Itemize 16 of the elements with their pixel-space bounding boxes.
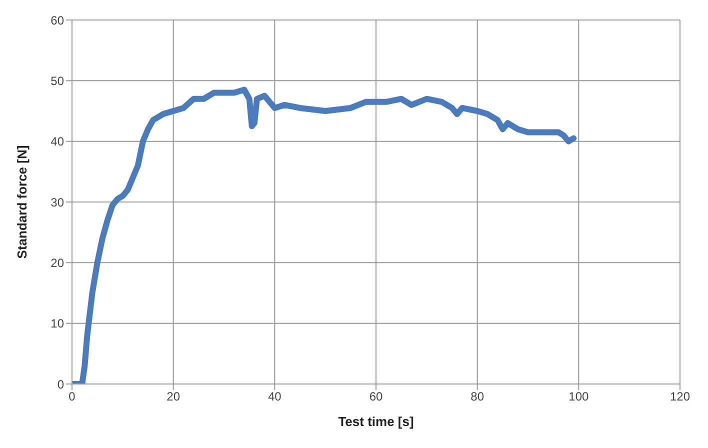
x-tick-label: 120 — [670, 390, 690, 404]
x-tick-label: 60 — [369, 390, 383, 404]
x-tick-label: 0 — [68, 390, 76, 404]
y-tick-label: 10 — [50, 316, 64, 331]
y-axis-title: Standard force [N] — [14, 145, 30, 259]
x-tick-label: 40 — [268, 390, 282, 404]
y-tick-label: 60 — [50, 13, 64, 28]
x-tick-label: 20 — [166, 390, 180, 404]
x-tick-label: 80 — [470, 390, 484, 404]
y-tick-label: 30 — [50, 195, 64, 210]
y-tick-label: 0 — [57, 377, 64, 392]
y-tick-label: 50 — [50, 74, 64, 88]
x-tick-label: 100 — [568, 390, 589, 404]
x-axis-title: Test time [s] — [338, 414, 414, 429]
y-tick-label: 20 — [50, 256, 64, 270]
y-tick-label: 40 — [50, 134, 64, 149]
